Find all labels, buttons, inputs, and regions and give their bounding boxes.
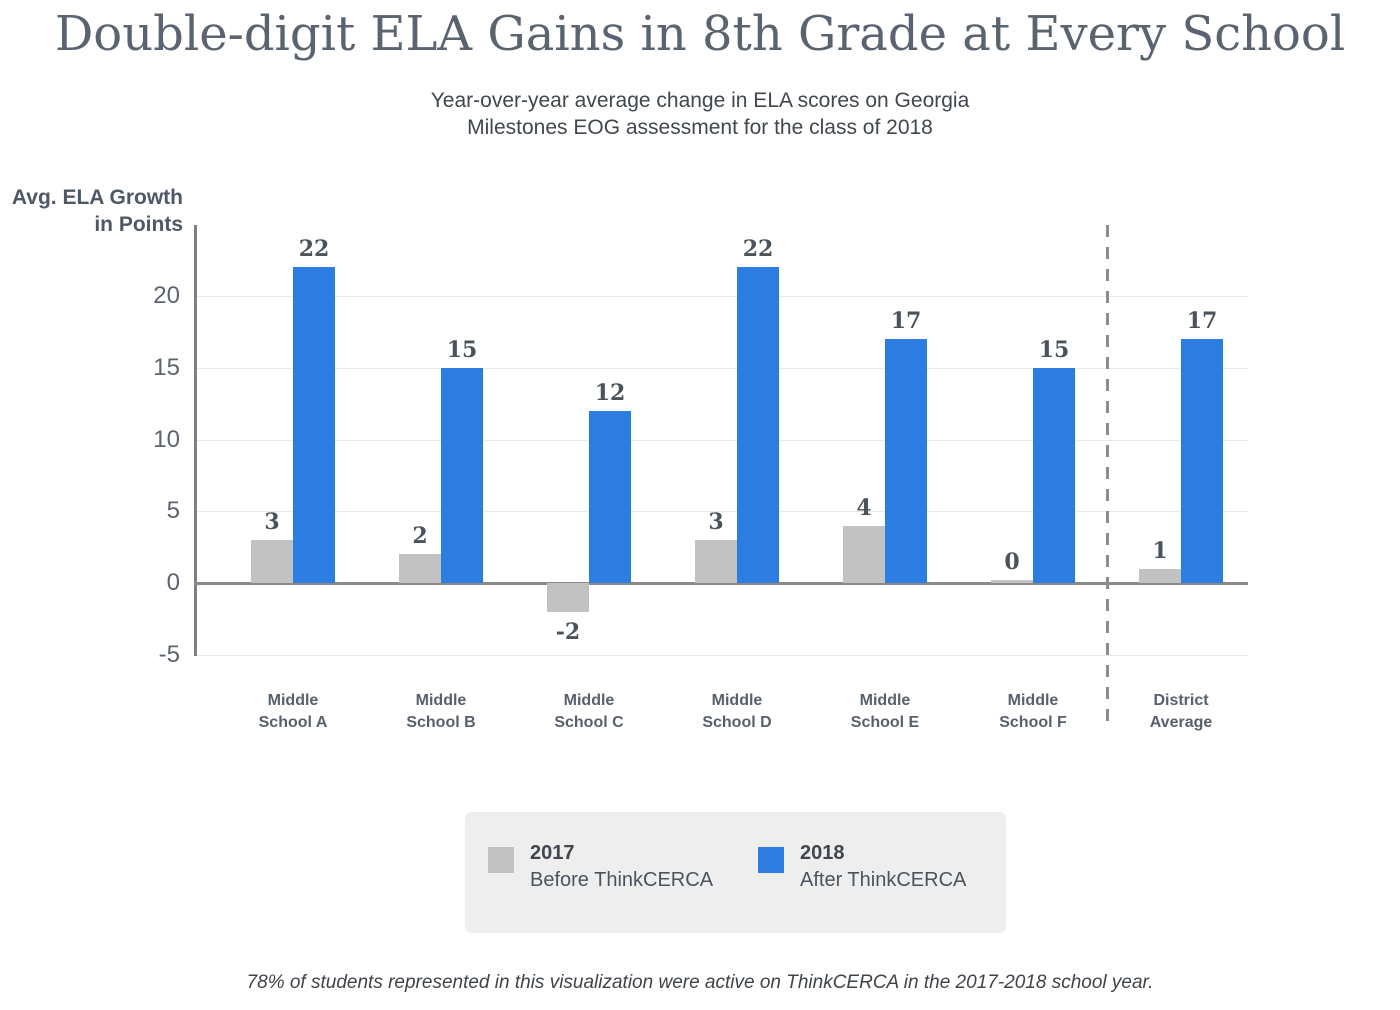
bar-2018-middle-school-f — [1033, 368, 1075, 583]
value-label-2018-middle-school-a: 22 — [298, 236, 330, 262]
legend-label-before-thinkcerca: Before ThinkCERCA — [530, 869, 714, 891]
y-axis-title-line-1: Avg. ELA Growth — [11, 186, 183, 209]
bar-2018-middle-school-c — [589, 411, 631, 583]
value-label-2018-middle-school-d: 22 — [742, 236, 774, 262]
category-label-middle-school-f: Middle School F — [999, 692, 1067, 731]
category-label-middle-school-d: Middle School D — [702, 692, 772, 731]
value-label-2017-middle-school-c: -2 — [555, 619, 581, 645]
value-label-2017-middle-school-a: 3 — [264, 509, 280, 535]
bar-2017-middle-school-f — [991, 580, 1033, 583]
bar-2018-middle-school-b — [441, 368, 483, 583]
value-label-2018-middle-school-c: 12 — [594, 380, 626, 406]
gridline-10 — [194, 440, 1248, 441]
gridline-5 — [194, 511, 1248, 512]
legend-year-2017: 2017 — [530, 842, 575, 864]
x-axis-zero-line — [194, 582, 1248, 585]
subtitle-line-2: Milestones EOG assessment for the class … — [467, 116, 933, 139]
legend: 2017 Before ThinkCERCA 2018 After ThinkC… — [465, 812, 1006, 933]
value-label-2018-middle-school-f: 15 — [1038, 337, 1070, 363]
chart-subtitle: Year-over-year average change in ELA sco… — [0, 87, 1400, 141]
y-tick-10: 10 — [153, 426, 180, 453]
bar-2017-middle-school-d — [695, 540, 737, 583]
value-label-2018-middle-school-b: 15 — [446, 337, 478, 363]
value-label-2018-middle-school-e: 17 — [890, 308, 922, 334]
category-label-district-average: District Average — [1149, 692, 1213, 731]
bar-2018-middle-school-d — [737, 267, 779, 583]
legend-swatch-2017 — [488, 847, 514, 873]
value-label-2017-middle-school-b: 2 — [412, 523, 428, 549]
y-axis-line — [194, 225, 197, 656]
gridline--5 — [194, 655, 1248, 656]
y-axis-title-line-2: in Points — [94, 213, 183, 236]
y-tick-0: 0 — [166, 569, 180, 596]
value-label-2017-middle-school-e: 4 — [856, 495, 872, 521]
bar-2017-middle-school-e — [843, 526, 885, 583]
bar-2018-district-average — [1181, 339, 1223, 583]
gridline-20 — [194, 296, 1248, 297]
legend-item-2018: 2018 After ThinkCERCA — [758, 840, 966, 894]
y-tick-5: 5 — [166, 497, 180, 524]
bar-2018-middle-school-e — [885, 339, 927, 583]
gridline-15 — [194, 368, 1248, 369]
legend-swatch-2018 — [758, 847, 784, 873]
value-label-2017-district-average: 1 — [1152, 538, 1168, 564]
subtitle-line-1: Year-over-year average change in ELA sco… — [430, 89, 970, 112]
district-average-separator — [1106, 225, 1109, 730]
footnote: 78% of students represented in this visu… — [246, 972, 1154, 993]
category-label-middle-school-c: Middle School C — [554, 692, 624, 731]
legend-label-after-thinkcerca: After ThinkCERCA — [800, 869, 967, 891]
bar-2017-middle-school-b — [399, 554, 441, 583]
y-tick-20: 20 — [153, 282, 180, 309]
y-axis-title: Avg. ELA Growth in Points — [0, 184, 183, 238]
value-label-2018-district-average: 17 — [1186, 308, 1218, 334]
bar-2018-middle-school-a — [293, 267, 335, 583]
category-label-middle-school-e: Middle School E — [850, 692, 920, 731]
bar-2017-middle-school-a — [251, 540, 293, 583]
value-label-2017-middle-school-f: 0 — [1004, 549, 1020, 575]
bar-2017-district-average — [1139, 569, 1181, 583]
y-tick-15: 15 — [153, 354, 180, 381]
y-tick--5: -5 — [158, 641, 180, 668]
legend-item-2017: 2017 Before ThinkCERCA — [488, 840, 713, 894]
legend-year-2018: 2018 — [800, 842, 845, 864]
bar-2017-middle-school-c — [547, 583, 589, 612]
value-label-2017-middle-school-d: 3 — [708, 509, 724, 535]
category-label-middle-school-b: Middle School B — [406, 692, 476, 731]
page-title: Double-digit ELA Gains in 8th Grade at E… — [54, 6, 1346, 62]
category-label-middle-school-a: Middle School A — [258, 692, 328, 731]
